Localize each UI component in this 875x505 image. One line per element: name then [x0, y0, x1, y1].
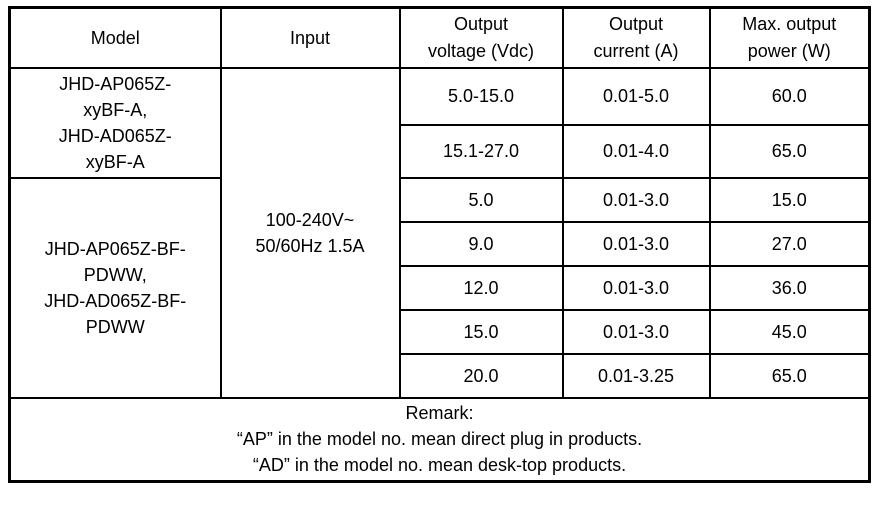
cell-voltage: 15.1-27.0: [398, 123, 564, 179]
table-row: 20.0 0.01-3.25 65.0: [10, 352, 871, 399]
header-cell-max-power: Max. output power (W): [708, 6, 871, 69]
cell-current: 0.01-3.25: [561, 352, 711, 399]
cell-current: 0.01-3.0: [561, 176, 711, 223]
header-current-line-2: current (A): [593, 40, 679, 61]
cell-power: 27.0: [708, 220, 871, 267]
table-row: JHD-AP065Z-BF- PDWW, JHD-AD065Z-BF- PDWW…: [8, 176, 871, 399]
cell-voltage: 15.0: [398, 308, 564, 355]
model-cell-group-1: JHD-AP065Z- xyBF-A, JHD-AD065Z- xyBF-A: [8, 66, 222, 179]
input-cell: 100-240V~ 50/60Hz 1.5A: [219, 66, 401, 399]
model-line: xyBF-A,: [83, 99, 148, 120]
table-row: 9.0 0.01-3.0 27.0: [10, 220, 871, 267]
cell-power: 65.0: [708, 352, 871, 399]
cell-voltage: 5.0-15.0: [398, 66, 564, 126]
cell-voltage: 12.0: [398, 264, 564, 311]
spec-table: Model Input Output voltage (Vdc) Output …: [8, 6, 871, 483]
cell-voltage: 20.0: [398, 352, 564, 399]
cell-power: 36.0: [708, 264, 871, 311]
header-voltage-line-2: voltage (Vdc): [427, 40, 535, 61]
remark-title: Remark:: [405, 403, 474, 424]
cell-current: 0.01-5.0: [561, 66, 711, 126]
header-cell-output-voltage: Output voltage (Vdc): [398, 6, 564, 69]
model-line: JHD-AP065Z-BF-: [44, 238, 186, 259]
cell-voltage: 5.0: [398, 176, 564, 223]
remark-line-ad: “AD” in the model no. mean desk-top prod…: [252, 455, 627, 476]
model-line: JHD-AD065Z-: [58, 125, 172, 146]
remark-cell: Remark: “AP” in the model no. mean direc…: [8, 396, 871, 483]
remark-line-ap: “AP” in the model no. mean direct plug i…: [236, 429, 643, 450]
cell-current: 0.01-4.0: [561, 123, 711, 179]
input-line: 50/60Hz 1.5A: [255, 235, 365, 256]
header-power-line-1: Max. output: [742, 13, 837, 34]
header-row: Model Input Output voltage (Vdc) Output …: [8, 6, 871, 69]
table-row: 12.0 0.01-3.0 36.0: [10, 264, 871, 311]
cell-current: 0.01-3.0: [561, 264, 711, 311]
header-cell-model: Model: [8, 6, 222, 69]
header-current-line-1: Output: [608, 13, 664, 34]
table-row: JHD-AP065Z- xyBF-A, JHD-AD065Z- xyBF-A 1…: [8, 66, 871, 399]
model-line: PDWW,: [83, 264, 147, 285]
table-row: 15.1-27.0 0.01-4.0 65.0: [10, 123, 871, 179]
header-voltage-line-1: Output: [453, 13, 509, 34]
cell-power: 60.0: [708, 66, 871, 126]
header-power-line-2: power (W): [747, 40, 831, 61]
cell-current: 0.01-3.0: [561, 308, 711, 355]
header-cell-input: Input: [219, 6, 401, 69]
model-line: xyBF-A: [85, 151, 145, 172]
model-line: JHD-AP065Z-: [59, 73, 172, 94]
cell-current: 0.01-3.0: [561, 220, 711, 267]
cell-voltage: 9.0: [398, 220, 564, 267]
header-cell-output-current: Output current (A): [561, 6, 711, 69]
input-line: 100-240V~: [265, 209, 355, 230]
cell-power: 65.0: [708, 123, 871, 179]
model-line: JHD-AD065Z-BF-: [44, 290, 187, 311]
model-line: PDWW: [85, 316, 145, 337]
table-row: 15.0 0.01-3.0 45.0: [10, 308, 871, 355]
cell-power: 15.0: [708, 176, 871, 223]
remark-row: Remark: “AP” in the model no. mean direc…: [8, 396, 871, 483]
model-cell-group-2: JHD-AP065Z-BF- PDWW, JHD-AD065Z-BF- PDWW: [8, 176, 222, 399]
cell-power: 45.0: [708, 308, 871, 355]
